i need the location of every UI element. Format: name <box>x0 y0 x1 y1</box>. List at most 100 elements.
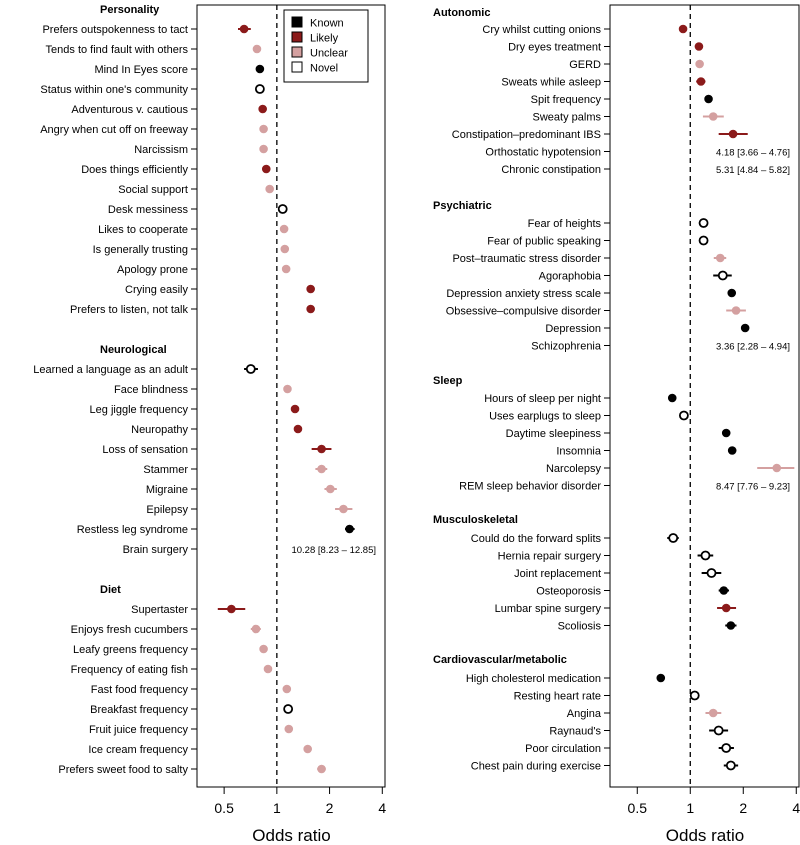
row-label: Hours of sleep per night <box>484 393 601 405</box>
row-label: Hernia repair surgery <box>498 551 602 563</box>
group-header: Diet <box>100 584 121 596</box>
odds-ratio-point <box>259 124 268 134</box>
row-label: Leafy greens frequency <box>73 644 188 656</box>
legend-label: Known <box>310 18 344 30</box>
odds-ratio-point <box>283 384 292 394</box>
forest-panel: 0.5 1 2 4 Odds ratio Autonomic Cry whilst cutt… <box>433 4 800 845</box>
row-label: Learned a language as an adult <box>33 364 188 376</box>
odds-ratio-point <box>668 533 679 543</box>
odds-ratio-point <box>263 664 273 674</box>
off-scale-annotation: 3.36 [2.28 – 4.94] <box>716 342 790 353</box>
row-label: Enjoys fresh cucumbers <box>71 624 189 636</box>
odds-ratio-point <box>704 94 713 104</box>
odds-ratio-point <box>713 725 724 736</box>
row-label: Fear of heights <box>528 218 602 230</box>
group-header: Cardiovascular/metabolic <box>433 654 567 666</box>
x-axis-title: Odds ratio <box>252 826 330 845</box>
row-label: Daytime sleepiness <box>506 428 602 440</box>
odds-ratio-point <box>281 264 291 274</box>
odds-ratio-point <box>695 59 704 69</box>
row-label: Adventurous v. cautious <box>71 104 188 116</box>
odds-ratio-point <box>259 644 268 654</box>
x-tick-label: 2 <box>739 800 747 816</box>
odds-ratio-point <box>252 44 262 54</box>
odds-ratio-point <box>721 743 732 753</box>
row-label: Depression <box>545 323 601 335</box>
odds-ratio-point <box>656 673 666 683</box>
odds-ratio-point <box>727 288 737 298</box>
odds-ratio-point <box>725 760 736 771</box>
legend-swatch <box>291 31 303 43</box>
odds-ratio-point <box>728 129 738 139</box>
odds-ratio-point <box>293 424 303 434</box>
x-tick-label: 2 <box>326 800 334 816</box>
odds-ratio-point <box>284 724 294 734</box>
row-label: Is generally trusting <box>93 244 188 256</box>
legend: Known Likely Unclear Novel <box>283 9 369 83</box>
row-label: Apology prone <box>117 264 188 276</box>
row-label: Dry eyes treatment <box>508 42 601 54</box>
odds-ratio-point <box>717 270 728 281</box>
odds-ratio-point <box>282 684 292 694</box>
row-label: Neuropathy <box>131 424 188 436</box>
row-label: Fear of public speaking <box>487 236 601 248</box>
odds-ratio-point <box>698 235 709 246</box>
odds-ratio-point <box>254 84 265 94</box>
x-tick-label: 0.5 <box>628 800 648 816</box>
legend-label: Likely <box>310 33 339 45</box>
row-label: Status within one's community <box>40 84 188 96</box>
row-label: Stammer <box>143 464 188 476</box>
row-label: Frequency of eating fish <box>71 664 188 676</box>
row-label: Scoliosis <box>558 621 602 633</box>
odds-ratio-point <box>721 428 731 438</box>
row-label: Lumbar spine surgery <box>495 603 602 615</box>
legend-swatch <box>291 46 303 58</box>
row-label: Prefers to listen, not talk <box>70 304 188 316</box>
x-tick-label: 1 <box>273 800 281 816</box>
odds-ratio-point <box>326 484 335 494</box>
odds-ratio-point <box>708 112 718 121</box>
row-label: GERD <box>569 59 601 71</box>
odds-ratio-point <box>727 446 737 455</box>
row-label: Breakfast frequency <box>90 704 188 716</box>
legend-label: Unclear <box>310 48 348 60</box>
row-label: Prefers outspokenness to tact <box>42 24 188 36</box>
row-label: Chronic constipation <box>501 164 601 176</box>
row-label: High cholesterol medication <box>466 673 601 685</box>
plot-frame <box>609 4 800 788</box>
row-label: Osteoporosis <box>536 586 601 598</box>
odds-ratio-point <box>715 253 725 263</box>
row-label: Angina <box>567 708 602 720</box>
row-label: Fast food frequency <box>91 684 189 696</box>
odds-ratio-point <box>731 306 741 315</box>
odds-ratio-point <box>726 621 736 630</box>
odds-ratio-point <box>740 323 750 333</box>
row-label: Does things efficiently <box>81 164 188 176</box>
odds-ratio-point <box>306 304 315 314</box>
legend-label: Novel <box>310 63 338 75</box>
odds-ratio-point <box>306 284 315 294</box>
group-header: Personality <box>100 4 160 16</box>
row-label: Supertaster <box>131 604 188 616</box>
group-header: Psychiatric <box>433 200 492 212</box>
row-label: Joint replacement <box>514 568 601 580</box>
row-label: Raynaud's <box>549 726 601 738</box>
row-label: Constipation–predominant IBS <box>452 129 601 141</box>
row-label: Prefers sweet food to salty <box>58 764 188 776</box>
off-scale-annotation: 5.31 [4.84 – 5.82] <box>716 165 790 176</box>
odds-ratio-point <box>667 393 677 403</box>
row-label: Angry when cut off on freeway <box>40 124 188 136</box>
odds-ratio-point <box>719 586 729 595</box>
odds-ratio-point <box>258 104 267 114</box>
odds-ratio-point <box>317 444 326 454</box>
odds-ratio-point <box>245 364 256 374</box>
odds-ratio-point <box>317 764 326 774</box>
x-tick-label: 0.5 <box>214 800 234 816</box>
x-axis-title: Odds ratio <box>666 826 744 845</box>
row-label: Post–traumatic stress disorder <box>452 253 601 265</box>
row-label: Orthostatic hypotension <box>485 147 601 159</box>
odds-ratio-point <box>283 704 294 714</box>
row-label: Desk messiness <box>108 204 189 216</box>
plot-frame <box>196 4 386 788</box>
